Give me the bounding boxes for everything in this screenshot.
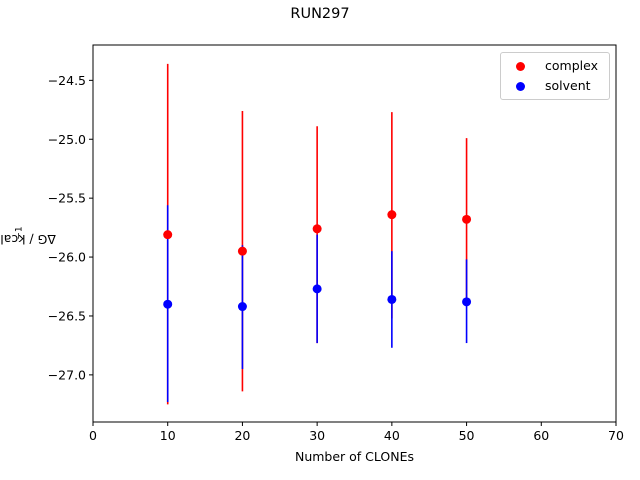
- y-tick-label: −26.5: [48, 308, 86, 323]
- x-tick-label: 70: [608, 428, 624, 443]
- chart-title: RUN297: [290, 6, 350, 22]
- complex-point: [163, 230, 173, 240]
- solvent-point: [237, 302, 247, 312]
- x-tick-label: 0: [89, 428, 97, 443]
- solvent-point: [312, 284, 322, 294]
- complex-point: [462, 214, 472, 224]
- x-tick-label: 50: [459, 428, 475, 443]
- legend-item-solvent: solvent: [501, 77, 609, 95]
- complex-point: [387, 210, 397, 220]
- solvent-point: [462, 297, 472, 307]
- x-tick-label: 20: [234, 428, 250, 443]
- y-axis-label: ΔG / kcal mol−1: [0, 226, 56, 247]
- x-tick-label: 10: [160, 428, 176, 443]
- x-tick-label: 40: [384, 428, 400, 443]
- y-tick-label: −25.0: [48, 132, 86, 147]
- x-tick-label: 30: [309, 428, 325, 443]
- y-tick-label: −26.0: [48, 250, 86, 265]
- y-tick-label: −25.5: [48, 191, 86, 206]
- legend-label-solvent: solvent: [545, 78, 591, 93]
- legend-marker-solvent: [516, 82, 525, 91]
- x-axis-label: Number of CLONEs: [294, 449, 415, 464]
- y-tick-label: −24.5: [48, 73, 86, 88]
- solvent-point: [387, 294, 397, 304]
- legend-item-complex: complex: [501, 57, 609, 75]
- solvent-point: [163, 299, 173, 309]
- legend-marker-complex: [516, 62, 525, 71]
- y-axis-label-text: ΔG / kcal mol: [0, 232, 56, 248]
- legend: complex solvent: [500, 52, 610, 100]
- complex-point: [312, 224, 322, 234]
- x-tick-label: 60: [533, 428, 549, 443]
- legend-label-complex: complex: [545, 58, 598, 73]
- plot-frame: [92, 44, 617, 423]
- y-tick-label: −27.0: [48, 367, 86, 382]
- complex-point: [237, 246, 247, 256]
